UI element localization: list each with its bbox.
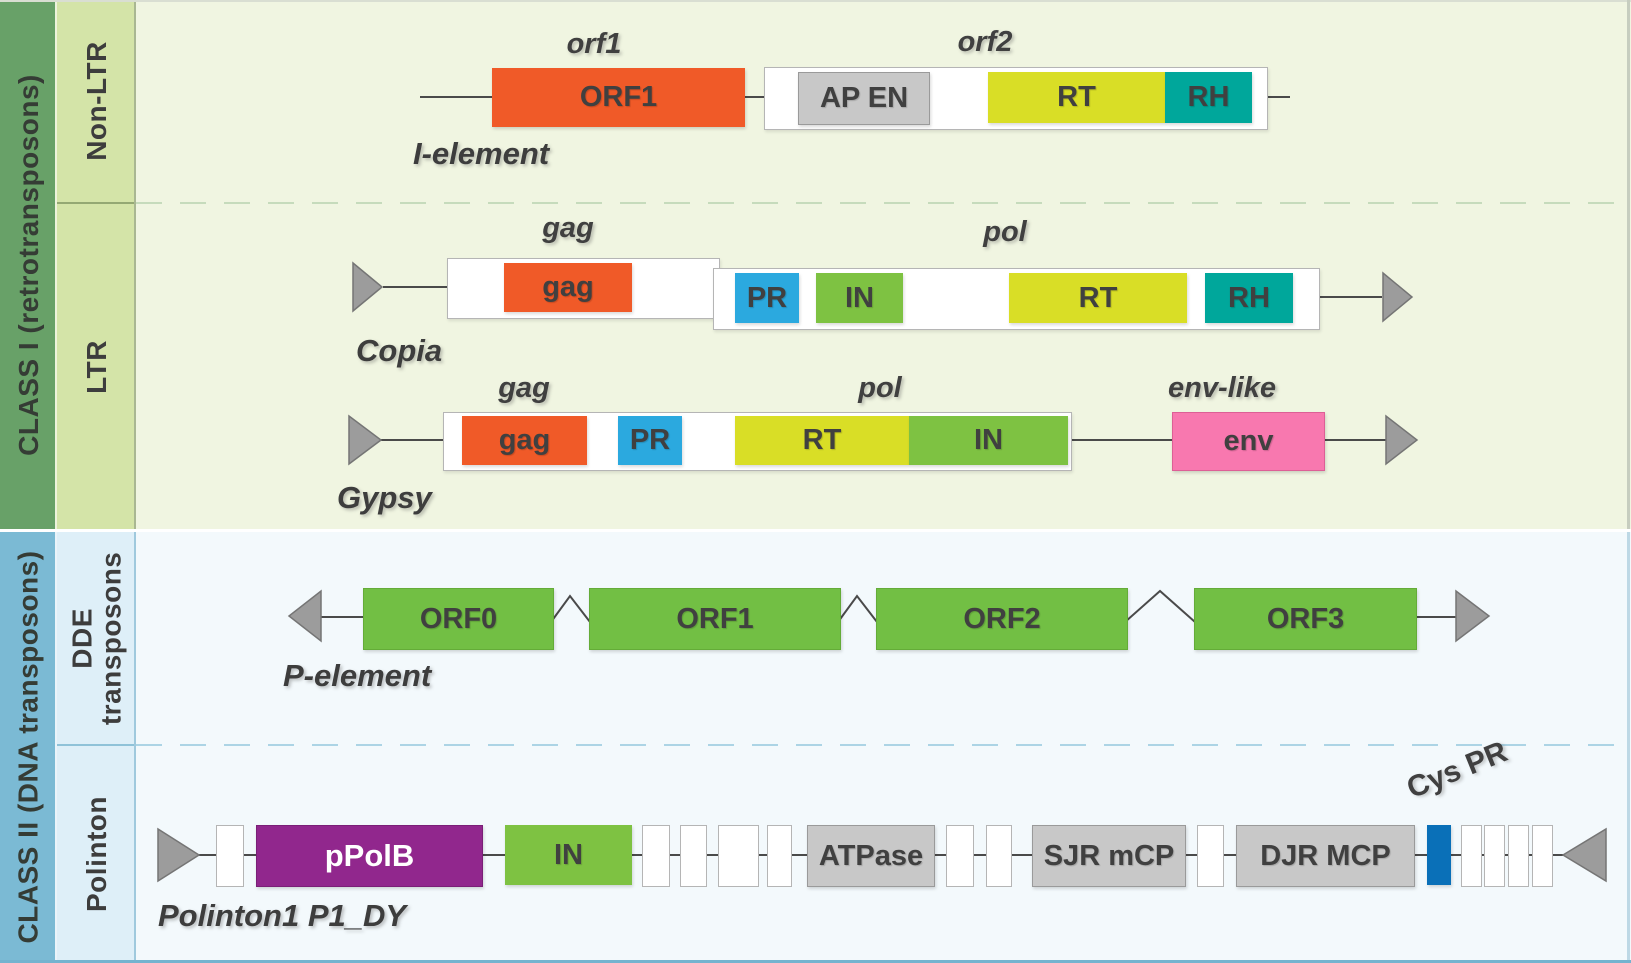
p-element-orf3-box: ORF3: [1194, 588, 1417, 650]
class2-band-cell: CLASS II (DNA transposons): [0, 532, 57, 961]
polinton-sjr-mcp-box: SJR mCP: [1032, 825, 1186, 887]
intron-caret-icon-1: [550, 594, 591, 623]
p-element-line-left: [320, 616, 366, 618]
gypsy-ltr-triangle-right-icon: [1385, 414, 1419, 466]
gypsy-gene-label-env-like: env-like: [1168, 372, 1276, 404]
copia-ltr-triangle-left-icon: [352, 261, 384, 313]
class1-band: [0, 0, 57, 529]
gypsy-pr-domain-box: PR: [618, 416, 682, 465]
class1-band-cell: CLASS I (retrotransposons): [0, 0, 57, 529]
polinton-orf-box-12: [1532, 825, 1553, 887]
polinton-orf-box-8: [1197, 825, 1224, 887]
polinton-orf-box-2: [642, 825, 670, 887]
intron-caret-icon-2: [837, 594, 878, 623]
ap-en-domain-box: AP EN: [798, 72, 930, 125]
gene-label-orf2: orf2: [957, 26, 1013, 58]
p-element-line-right: [1413, 616, 1457, 618]
element-name-i-element: I-element: [413, 136, 550, 171]
copia-line-left: [383, 286, 450, 288]
gypsy-gene-label-pol: pol: [858, 372, 902, 404]
polinton-orf-box-1: [216, 825, 244, 887]
polinton-ppolb-box: pPolB: [256, 825, 483, 887]
copia-line-right: [1316, 296, 1382, 298]
p-element-orf0-box: ORF0: [363, 588, 554, 650]
copia-gene-label-gag: gag: [542, 212, 594, 244]
gypsy-in-domain-box: IN: [909, 416, 1068, 465]
p-element-tir-triangle-left-icon: [287, 589, 322, 643]
polinton-orf-box-9: [1461, 825, 1482, 887]
copia-in-domain-box: IN: [816, 273, 903, 323]
class2-band-label: CLASS II (DNA transposons): [12, 549, 44, 944]
polinton-orf-box-10: [1484, 825, 1505, 887]
figure-bottom-border: [0, 960, 1631, 963]
element-name-polinton: Polinton1 P1_DY: [158, 898, 407, 933]
figure-right-border-class1: [1627, 0, 1630, 529]
intron-caret-icon-3: [1124, 589, 1196, 623]
rh-domain-box: RH: [1165, 72, 1252, 123]
class2-band-edge: [55, 532, 57, 961]
gypsy-gag-domain-box: gag: [462, 416, 587, 465]
row-label-ltr: LTR: [80, 339, 112, 394]
polinton-orf-box-11: [1508, 825, 1529, 887]
row-header-dde: DDE transposons: [57, 532, 136, 744]
polinton-orf-box-6: [946, 825, 974, 887]
class1-row-divider-dashed: [136, 202, 1627, 204]
gene-label-orf1: orf1: [566, 28, 622, 60]
polinton-in-box: IN: [505, 825, 632, 885]
class1-row-divider-label: [57, 202, 136, 204]
figure-top-border: [0, 0, 1631, 2]
class2-column-border: [134, 532, 136, 961]
p-element-orf1-box: ORF1: [589, 588, 841, 650]
element-name-p-element: P-element: [283, 658, 432, 693]
class-divider: [0, 529, 1631, 532]
row-header-non-ltr: Non-LTR: [57, 0, 136, 202]
copia-ltr-triangle-right-icon: [1382, 271, 1414, 323]
polinton-terminal-repeat-left-icon: [157, 827, 201, 883]
gypsy-ltr-triangle-left-icon: [348, 414, 383, 466]
polinton-terminal-repeat-right-icon: [1561, 827, 1607, 883]
row-header-ltr: LTR: [57, 204, 136, 529]
p-element-orf2-box: ORF2: [876, 588, 1128, 650]
row-label-non-ltr: Non-LTR: [80, 41, 112, 161]
class1-band-label: CLASS I (retrotransposons): [12, 73, 44, 456]
class1-band-edge: [55, 0, 57, 529]
class2-row-divider-dashed: [136, 744, 1627, 746]
polinton-atpase-box: ATPase: [807, 825, 935, 887]
polinton-orf-box-7: [986, 825, 1012, 887]
rt-domain-box: RT: [988, 72, 1165, 123]
copia-gag-domain-box: gag: [504, 263, 632, 312]
polinton-orf-box-5: [767, 825, 792, 887]
polinton-djr-mcp-box: DJR MCP: [1236, 825, 1415, 887]
class2-label-column: [57, 532, 136, 961]
class2-band: [0, 532, 57, 961]
gypsy-gene-label-gag: gag: [498, 372, 550, 404]
polinton-orf-box-4: [718, 825, 759, 887]
element-name-copia: Copia: [356, 333, 443, 368]
copia-rh-domain-box: RH: [1205, 273, 1293, 323]
copia-rt-domain-box: RT: [1009, 273, 1187, 323]
copia-gene-label-pol: pol: [983, 216, 1027, 248]
orf1-domain-box: ORF1: [492, 68, 745, 127]
gypsy-rt-domain-box: RT: [735, 416, 909, 465]
gypsy-env-domain-box: env: [1172, 412, 1325, 471]
p-element-tir-triangle-right-icon: [1455, 589, 1491, 643]
row-label-dde: DDE transposons: [66, 551, 127, 725]
polinton-cys-pr-box: [1427, 825, 1451, 885]
row-label-polinton: Polinton: [80, 796, 112, 912]
copia-pr-domain-box: PR: [735, 273, 799, 323]
class1-label-column: [57, 0, 136, 529]
element-name-gypsy: Gypsy: [337, 480, 432, 515]
row-header-polinton: Polinton: [57, 747, 136, 961]
polinton-orf-box-3: [680, 825, 707, 887]
figure-right-border-class2: [1627, 532, 1630, 961]
class2-row-divider-label: [57, 744, 136, 746]
class1-column-border: [134, 0, 136, 529]
